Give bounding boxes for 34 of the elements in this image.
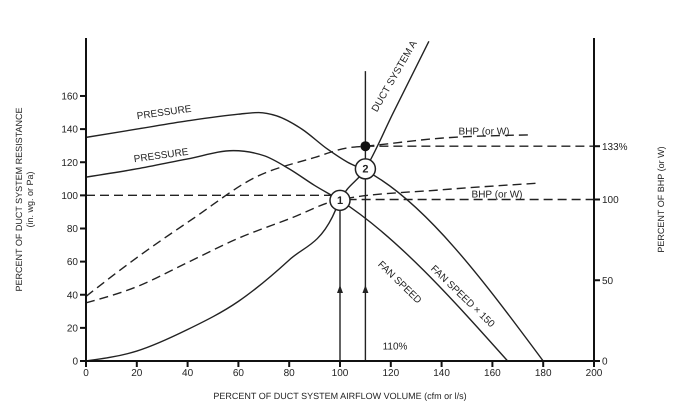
- annotation: PRESSURE: [133, 146, 190, 166]
- y-tick-label: 40: [66, 290, 78, 302]
- x-tick-label: 40: [182, 368, 194, 380]
- annotation: BHP (or W): [458, 126, 510, 138]
- y-tick-label: 60: [66, 257, 78, 268]
- annotation: BHP (or W): [472, 190, 522, 200]
- y2-tick-label: 50: [602, 276, 614, 287]
- y-tick-label: 160: [61, 92, 78, 103]
- annotation: PRESSURE: [136, 104, 192, 122]
- x-tick-label: 80: [284, 368, 296, 380]
- x-tick-label: 100: [332, 368, 349, 380]
- x-tick-label: 200: [586, 368, 603, 380]
- y-tick-label: 20: [66, 323, 78, 334]
- x-tick-label: 0: [83, 368, 90, 380]
- y-tick-label: 100: [61, 190, 78, 202]
- y-tick-label: 120: [61, 158, 78, 169]
- x-tick-label: 20: [131, 368, 143, 380]
- annotation: 110%: [382, 342, 408, 352]
- y-tick-label: 80: [66, 224, 78, 236]
- x-tick-label: 60: [232, 368, 244, 380]
- x-tick-label: 160: [484, 368, 502, 380]
- x-tick-label: 140: [433, 368, 450, 380]
- x-tick-label: 120: [382, 368, 400, 380]
- y2-tick-label: 0: [602, 356, 608, 368]
- x-tick-label: 180: [534, 368, 552, 380]
- annotation: 2: [362, 164, 368, 176]
- y2-axis-title: PERCENT OF BHP (or W): [656, 146, 666, 253]
- y-axis-title: PERCENT OF DUCT SYSTEM RESISTANCE (in. wg. or Pa): [14, 107, 35, 292]
- y2-tick-label: 133%: [602, 142, 628, 153]
- annotation: 1: [336, 195, 344, 208]
- y-tick-label: 140: [61, 124, 78, 136]
- y-tick-label: 0: [72, 356, 78, 368]
- y2-tick-label: 100: [602, 195, 620, 206]
- x-axis-title: PERCENT OF DUCT SYSTEM AIRFLOW VOLUME (cfm or l/s): [213, 391, 467, 401]
